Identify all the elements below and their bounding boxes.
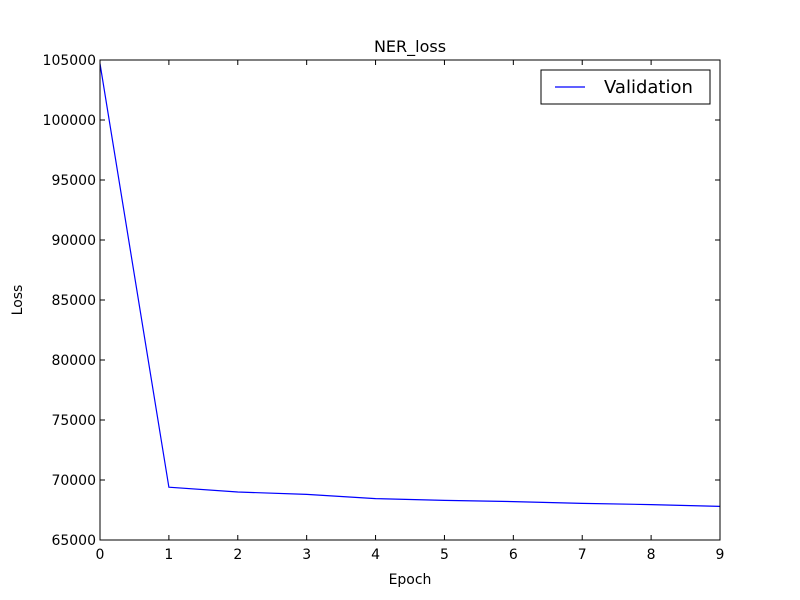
- x-axis-label: Epoch: [389, 572, 432, 588]
- x-tick-label: 1: [164, 547, 173, 563]
- y-tick-label: 100000: [43, 113, 96, 129]
- x-tick-label: 0: [96, 547, 105, 563]
- plot-area-frame: [99, 59, 721, 541]
- y-tick-label: 85000: [51, 293, 96, 309]
- y-tick-label: 65000: [51, 533, 96, 549]
- legend-box: [540, 69, 711, 105]
- x-tick-label: 9: [716, 547, 725, 563]
- x-tick-label: 4: [371, 547, 380, 563]
- series-line-validation: [99, 63, 721, 507]
- y-axis-label: Loss: [10, 285, 26, 316]
- x-tick-label: 6: [509, 547, 518, 563]
- y-tick-label: 95000: [51, 173, 96, 189]
- y-tick-label: 75000: [51, 413, 96, 429]
- y-tick-label: 70000: [51, 473, 96, 489]
- x-tick-label: 8: [647, 547, 656, 563]
- legend: Validation: [540, 69, 711, 105]
- axis-ticks: 0 1 2 3 4 5 6 7 8 9 65000 70000 75000 80000 85000 90000…: [43, 53, 725, 563]
- x-tick-label: 7: [578, 547, 587, 563]
- y-tick-label: 80000: [51, 353, 96, 369]
- x-tick-label: 5: [440, 547, 449, 563]
- x-tick-label: 3: [302, 547, 311, 563]
- chart-title: NER_loss: [374, 37, 446, 57]
- y-tick-label: 105000: [43, 53, 96, 69]
- legend-label-validation: Validation: [604, 77, 693, 98]
- x-tick-label: 2: [233, 547, 242, 563]
- series-layer: [99, 63, 721, 507]
- y-tick-label: 90000: [51, 233, 96, 249]
